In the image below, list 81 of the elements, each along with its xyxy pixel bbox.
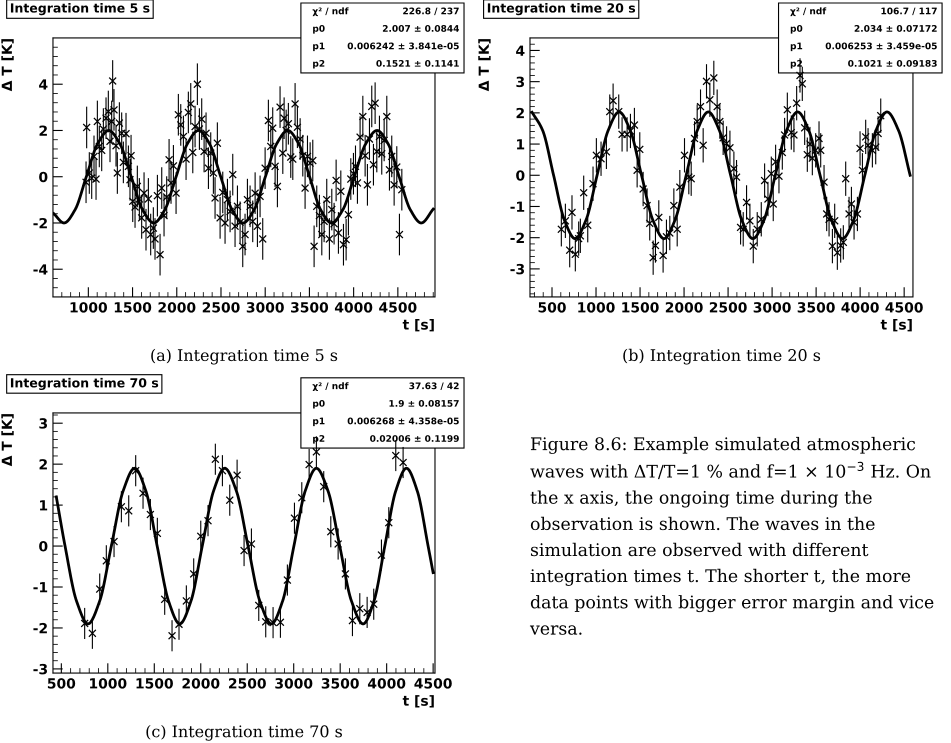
y-tick-label: -3 xyxy=(510,264,524,274)
annotation: 0.02006 ± 0.1199 xyxy=(370,435,459,442)
x-tick-label: 2000 xyxy=(158,302,196,313)
x-tick-label: 500 xyxy=(48,678,76,689)
x-tick-label: 4000 xyxy=(334,302,372,313)
y-tick-label: 0 xyxy=(516,170,524,181)
x-tick-label: 4500 xyxy=(379,302,417,313)
x-tick-label: 1000 xyxy=(90,678,126,689)
x-tick-label: 3500 xyxy=(798,302,835,313)
x-tick-label: 2500 xyxy=(202,302,240,313)
annotation: 0.006268 ± 4.358e-05 xyxy=(348,418,459,424)
text: (a) Integration time 5 s xyxy=(151,348,338,364)
x-tick-label: 1000 xyxy=(70,302,108,313)
text: 2.034 ± 0.07172 xyxy=(854,25,937,32)
y-tick-label: -2 xyxy=(33,218,47,228)
x-axis-title: t [s] xyxy=(880,318,912,332)
x-tick-label: 4000 xyxy=(841,302,879,313)
y-tick-label: 4 xyxy=(39,79,48,90)
text: 37.63 / 42 xyxy=(409,382,459,390)
y-tick-label: -1 xyxy=(510,202,524,212)
annotation: 0.1521 ± 0.1141 xyxy=(376,60,459,67)
x-axis-title: t [s] xyxy=(402,318,434,332)
y-tick-label: -3 xyxy=(33,664,48,674)
text: χ² / ndf xyxy=(312,382,349,391)
y-tick-label: 2 xyxy=(516,108,524,118)
x-axis-title: t [s] xyxy=(402,695,434,708)
y-axis-title: Δ T [K] xyxy=(1,39,14,92)
y-tick-label: 4 xyxy=(516,46,524,56)
y-tick-label: -2 xyxy=(33,622,47,634)
text: (b) Integration time 20 s xyxy=(623,348,820,364)
y-axis-title: Δ T [K] xyxy=(1,414,14,466)
annotation: p2 xyxy=(313,60,324,69)
y-tick-label: 2 xyxy=(40,125,47,136)
y-tick-label: -1 xyxy=(33,582,48,592)
chart-title: Integration time 5 s xyxy=(10,3,150,16)
annotation: 0.006253 ± 3.459e-05 xyxy=(826,42,937,50)
x-tick-label: 3000 xyxy=(246,302,284,313)
text: χ² / ndf xyxy=(790,7,826,16)
x-tick-label: 2500 xyxy=(710,302,747,313)
text: p0 xyxy=(313,400,325,409)
y-tick-label: 3 xyxy=(516,76,524,88)
x-tick-label: 3500 xyxy=(291,302,328,313)
y-tick-label: -2 xyxy=(510,232,524,243)
chart-title: Integration time 20 s xyxy=(488,3,636,16)
x-tick-label: 3000 xyxy=(275,678,312,689)
x-tick-label: 2500 xyxy=(229,678,266,689)
annotation: p1 xyxy=(313,42,324,52)
y-tick-label: 0 xyxy=(39,541,48,552)
text: p0 xyxy=(313,25,325,34)
annotation: p1 xyxy=(313,418,324,426)
y-tick-label: 3 xyxy=(39,418,48,429)
x-tick-label: 3500 xyxy=(322,678,359,689)
y-tick-label: 2 xyxy=(40,459,47,470)
text: (c) Integration time 70 s xyxy=(146,725,342,741)
x-tick-label: 1500 xyxy=(136,678,173,689)
chart-title: Integration time 70 s xyxy=(10,378,158,390)
x-tick-label: 4000 xyxy=(368,678,406,689)
x-tick-label: 1500 xyxy=(622,302,659,313)
text: 106.7 / 117 xyxy=(882,8,937,16)
annotation: 0.006242 ± 3.841e-05 xyxy=(348,42,459,50)
x-tick-label: 1000 xyxy=(578,302,615,313)
text: 226.8 / 237 xyxy=(403,8,459,16)
text: χ² / ndf xyxy=(312,7,349,16)
x-tick-label: 2000 xyxy=(666,302,703,313)
y-axis-title: Δ T [K] xyxy=(478,39,491,92)
x-tick-label: 3000 xyxy=(754,302,791,313)
x-tick-label: 2000 xyxy=(182,678,220,689)
x-tick-label: 4500 xyxy=(414,678,452,689)
y-tick-label: 0 xyxy=(39,172,48,182)
text: 2.007 ± 0.0844 xyxy=(382,25,460,32)
text: Figure 8.6: Example simulated atmospheric waves with ΔT/T=1 % and f=1 × 10$^{−3}$ Hz. On the x axis, the ongoing time during the observation is shown. The waves in the simulation are observed with different integration times t. The shorter t, the more data points with bigger error margin and vice versa. xyxy=(530,436,934,635)
y-tick-label: 1 xyxy=(517,139,524,150)
annotation: 0.1021 ± 0.09183 xyxy=(848,60,937,67)
y-tick-label: -4 xyxy=(33,264,48,275)
text: 1.9 ± 0.08157 xyxy=(389,400,459,407)
x-tick-label: 500 xyxy=(538,302,566,313)
y-tick-label: 1 xyxy=(40,500,48,510)
annotation: p1 xyxy=(790,42,802,52)
text: p0 xyxy=(790,25,802,34)
x-tick-label: 4500 xyxy=(885,302,923,313)
x-tick-label: 1500 xyxy=(114,302,152,313)
